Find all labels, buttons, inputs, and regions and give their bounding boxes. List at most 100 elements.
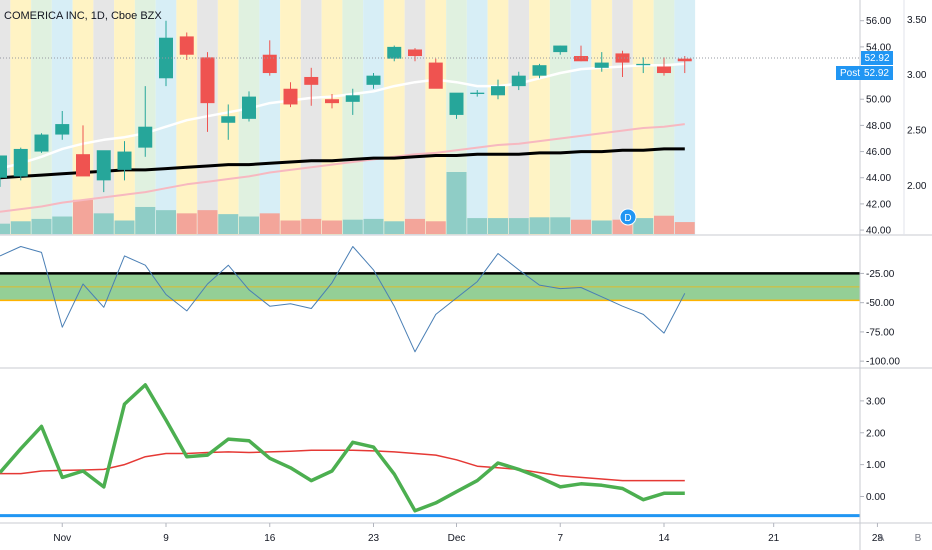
volume-bar [93,213,114,234]
candle-body [574,56,588,62]
volume-bar [654,215,674,234]
volume-bar [591,220,612,234]
time-axis[interactable]: Nov 9 16 23 Dec 7 14 21 28 [53,523,883,544]
candle-body [511,75,526,87]
price-tick-label: 54.00 [866,42,891,53]
candle [387,45,402,62]
candle [553,45,568,55]
price-tick-label: 44.00 [866,173,891,184]
indicator-2-main-line [0,383,685,513]
scale-b-button[interactable]: B [915,533,922,544]
candlesticks [0,20,692,193]
dividend-marker-label: D [624,213,631,224]
candle [428,58,443,89]
session-band [342,0,364,235]
left-scale-tick-label: 2.00 [907,181,927,192]
chart-title: COMERICA INC, 1D, Cboe BZX [4,10,162,22]
session-band [404,0,426,235]
candle-body [345,95,360,102]
ma-mid-line [0,123,685,213]
candle-body [304,76,319,85]
session-band [549,0,571,235]
indicator-2-pane [0,383,860,518]
candle [408,48,422,62]
candle-body [636,63,651,66]
price-tick-label: 48.00 [866,121,891,132]
volume-bar [301,218,322,234]
time-tick-label: 28 [872,533,884,544]
volume-bar [31,218,52,234]
session-band [529,0,550,235]
volume-bar [405,218,425,234]
time-tick-label: 14 [658,533,670,544]
volume-bar [384,221,405,234]
indicator-2-signal-line [0,449,685,482]
candle [470,90,485,97]
oscillator-tick-label: -50.00 [866,298,895,309]
candle [179,32,194,60]
candle-body [262,54,277,74]
candle-body [34,134,49,152]
session-band [466,0,488,235]
time-tick-label: 9 [163,533,169,544]
candle [96,150,111,193]
volume-bar [176,213,197,234]
volume-bar [571,219,591,234]
candle-body [470,92,485,94]
oscillator-tick-label: -75.00 [866,327,895,338]
price-tick-label: 42.00 [866,199,891,210]
indicator-2-tick-label: 3.00 [866,396,886,407]
candle [117,141,132,181]
volume-bar [425,221,446,234]
ma-slow-line [0,147,685,180]
session-band [176,0,198,235]
auto-scale-label: A [878,533,885,544]
volume-bar [508,218,529,234]
post-badge-label: Post [840,68,860,79]
candle-body [200,57,215,104]
volume-bar [135,206,156,234]
volume-bar [197,210,218,234]
session-bands [0,0,696,235]
volume-bar [467,218,488,234]
price-tick-label: 50.00 [866,95,891,106]
session-band [280,0,301,235]
candle [594,52,609,72]
post-badge-value: 52.92 [864,68,889,79]
candle-body [117,151,132,170]
session-band [259,0,281,235]
candle [345,88,360,115]
candle-body [283,88,298,105]
session-band [31,0,52,235]
volume-bar [0,223,10,234]
session-band [653,0,675,235]
volume-bars [0,172,695,234]
session-band [93,0,115,235]
session-band [508,0,530,235]
candle [262,40,277,76]
ma-fast-line [0,62,685,170]
candle [304,67,319,106]
candle [55,110,70,140]
candle-body [594,62,609,68]
left-scale-tick-label: 2.50 [907,126,927,137]
price-badge-value: 52.92 [864,53,889,64]
indicator-2-tick-label: 2.00 [866,428,886,439]
oscillator-tick-label: -100.00 [866,357,900,368]
dividend-marker[interactable]: D [619,208,637,226]
candle [138,86,153,157]
volume-bar [280,220,301,234]
left-scale-tick-label: 3.00 [907,70,927,81]
auto-scale-button[interactable]: A [878,533,885,544]
candle-body [221,116,236,123]
session-band [425,0,447,235]
price-tick-label: 56.00 [866,16,891,27]
time-tick-label: 21 [768,533,780,544]
volume-bar [488,218,508,234]
price-badge: 52.92 [861,51,893,65]
session-band [674,0,696,235]
left-scale-tick-label: 3.50 [907,15,927,26]
volume-bar [446,172,467,234]
session-band [591,0,613,235]
